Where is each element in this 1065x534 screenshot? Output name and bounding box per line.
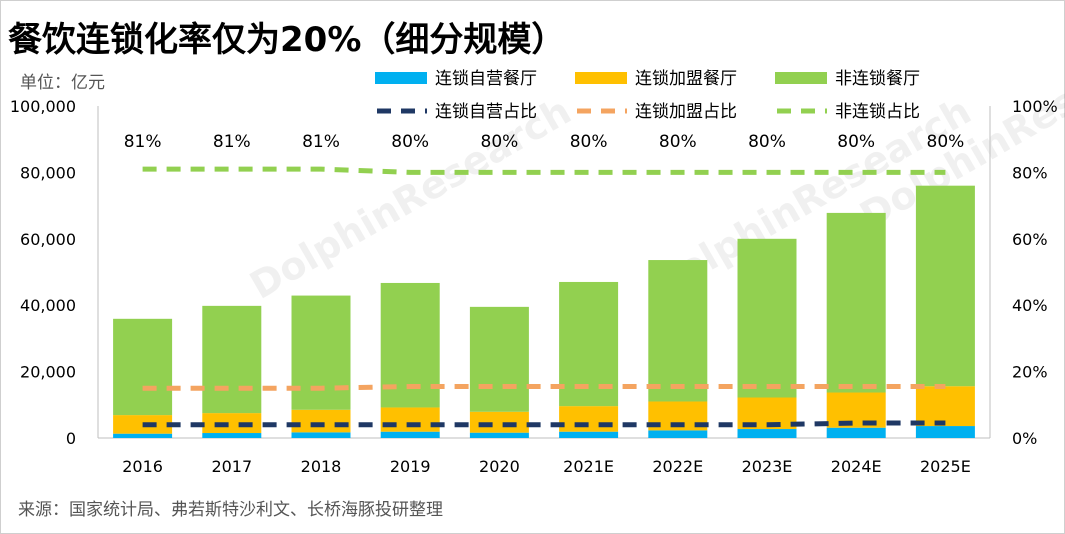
category-label: 2022E [652,457,703,476]
bar-segment [737,238,797,398]
category-label: 2021E [563,457,614,476]
unit-label: 单位：亿元 [20,73,105,93]
right-tick-label: 80% [1012,163,1048,182]
category-label: 2019 [390,457,431,476]
bar-segment [380,431,440,438]
data-label: 80% [837,132,875,152]
legend-swatch [575,72,627,84]
left-tick-label: 20,000 [20,363,76,382]
category-label: 2016 [122,457,163,476]
legend-label: 非连锁餐厅 [835,69,920,89]
source-note: 来源：国家统计局、弗若斯特沙利文、长桥海豚投研整理 [18,500,443,520]
legend-label: 连锁加盟餐厅 [635,69,737,89]
category-label: 2017 [211,457,252,476]
data-label: 80% [927,132,965,152]
bar-segment [826,212,886,393]
bar-segment [291,295,351,410]
data-label: 80% [481,132,519,152]
bar-segment [202,305,262,414]
legend-label: 连锁加盟占比 [635,102,737,122]
category-label: 2025E [920,457,971,476]
bar-segment [559,406,619,432]
category-label: 2024E [831,457,882,476]
bar-segment [559,431,619,438]
bar-segment [291,409,351,433]
left-tick-label: 60,000 [20,230,76,249]
left-tick-label: 40,000 [20,296,76,315]
data-label: 80% [659,132,697,152]
left-tick-label: 100,000 [10,97,76,116]
bar-segment [469,306,529,412]
series-line [142,384,946,391]
bar-segment [826,392,886,428]
right-tick-label: 40% [1012,296,1048,315]
right-tick-label: 0% [1012,429,1037,448]
bar-segment [915,386,975,427]
legend-label: 非连锁占比 [835,102,920,122]
right-tick-label: 100% [1012,97,1058,116]
legend-label: 连锁自营餐厅 [435,69,537,89]
data-label: 80% [570,132,608,152]
data-label: 80% [391,132,429,152]
legend-swatch [775,72,827,84]
category-label: 2018 [301,457,342,476]
series-line [142,166,946,175]
right-tick-label: 60% [1012,230,1048,249]
category-label: 2020 [479,457,520,476]
legend-label: 连锁自营占比 [435,102,537,122]
left-tick-label: 80,000 [20,163,76,182]
bar-segment [202,433,262,438]
bar-segment [113,318,173,416]
bar-segment [469,411,529,433]
series-line [142,420,946,428]
bar-segment [826,427,886,438]
category-label: 2023E [742,457,793,476]
chart-title: 餐饮连锁化率仅为20%（细分规模） [8,20,566,60]
bar-segment [737,429,797,438]
bar-segment [380,407,440,432]
bar-segment [291,432,351,438]
bar-segment [648,430,708,438]
bar-segment [469,432,529,438]
bar-segment [113,433,173,438]
left-tick-label: 0 [66,429,76,448]
bar-segment [648,260,708,402]
right-tick-label: 20% [1012,363,1048,382]
bar-segment [915,185,975,387]
data-label: 81% [302,132,340,152]
data-label: 81% [124,132,162,152]
data-label: 81% [213,132,251,152]
data-label: 80% [748,132,786,152]
bar-segment [915,426,975,438]
bar-segment [202,413,262,434]
legend-swatch [375,72,427,84]
